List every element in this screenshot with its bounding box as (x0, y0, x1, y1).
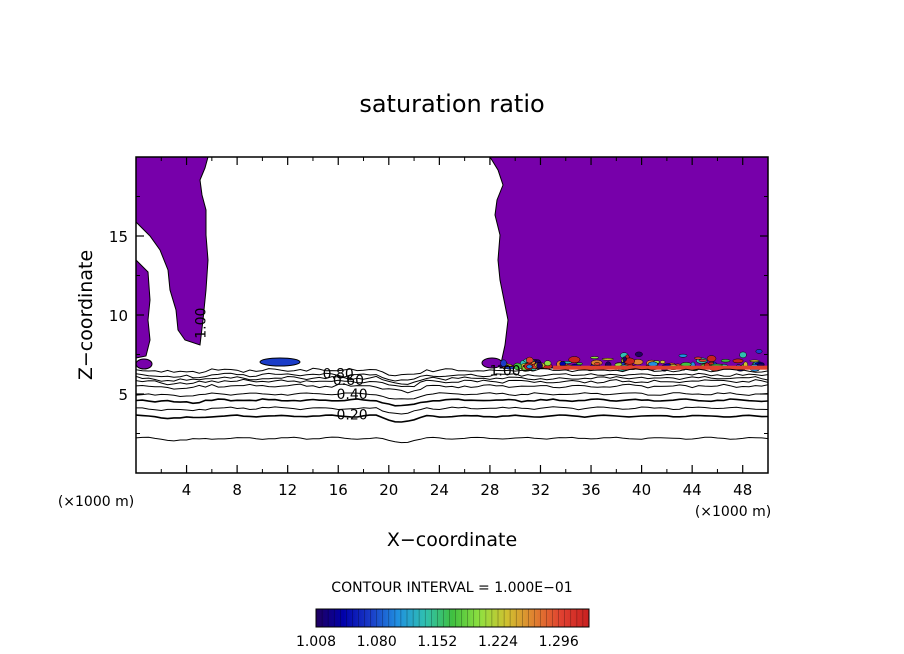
x-tick-label: 28 (480, 481, 499, 499)
contour-line (136, 414, 768, 423)
x-tick-label: 8 (232, 481, 242, 499)
x-tick-label: 4 (182, 481, 192, 499)
x-tick-label: 44 (683, 481, 702, 499)
cloud-cell (601, 357, 614, 361)
cloud-blob-mid (259, 357, 301, 367)
contour-label: 0.40 (337, 387, 368, 403)
cloud-blob-left (136, 358, 153, 370)
cloud-cell (568, 356, 581, 364)
y-tick-label: 5 (118, 386, 128, 404)
cloud-cell (749, 359, 760, 363)
colorbar-tick-label: 1.080 (357, 634, 397, 650)
colorbar-tick-label: 1.008 (296, 634, 336, 650)
x-tick-label: 16 (329, 481, 348, 499)
x-tick-label: 12 (278, 481, 297, 499)
cloud-cell (590, 356, 600, 359)
contour-interval-label: CONTOUR INTERVAL = 1.000E−01 (331, 580, 572, 596)
cloud-cell (720, 359, 731, 363)
cloud-cell (755, 349, 763, 354)
cloud-band (497, 349, 768, 372)
cloud-cell (622, 356, 627, 362)
cloud-cell (694, 356, 702, 360)
y-axis-title: Z−coordinate (75, 250, 97, 380)
x-tick-label: 24 (430, 481, 449, 499)
x-unit-label-left: (×1000 m) (58, 494, 134, 510)
cloud-cell (504, 366, 516, 370)
cloud-cell (594, 362, 601, 366)
supersat-region-right (489, 157, 768, 369)
chart-title: saturation ratio (359, 90, 544, 118)
x-axis: 4 8 12 16 20 24 28 32 36 40 44 48 (160, 157, 752, 499)
contour-labels: 0.800.600.40 0.20 1.00 1.00 (194, 308, 521, 424)
cloud-cell (536, 362, 543, 370)
y-tick-label: 10 (109, 307, 128, 325)
colorbar-tick-label: 1.296 (539, 634, 579, 650)
cloud-cell (739, 351, 747, 359)
x-axis-title: X−coordinate (387, 529, 517, 551)
cloud-cell (525, 356, 534, 364)
supersat-region-left (136, 157, 209, 346)
x-unit-label-right: (×1000 m) (695, 504, 771, 520)
contour-line (136, 372, 768, 382)
cloud-cell (526, 364, 533, 369)
contour-line (136, 436, 768, 444)
cloud-cell (698, 359, 707, 362)
cloud-cell (659, 360, 666, 364)
contour-label: 1.00 (194, 308, 210, 339)
plot-area (136, 157, 768, 444)
cloud-cell (634, 351, 643, 357)
contour-line (136, 383, 768, 394)
supersat-region-left-lower (136, 259, 151, 359)
contour-lines (136, 367, 768, 444)
x-tick-label: 32 (531, 481, 550, 499)
cloud-core (553, 365, 768, 370)
contour-line (136, 392, 768, 400)
contour-label: 0.60 (333, 373, 364, 389)
cloud-cell (500, 359, 507, 367)
contour-label: 1.00 (490, 363, 521, 379)
x-tick-label: 48 (733, 481, 752, 499)
y-tick-label: 15 (109, 228, 128, 246)
contour-line (136, 406, 768, 415)
cloud-cell (678, 353, 688, 358)
cloud-cell (544, 360, 552, 367)
x-tick-label: 20 (379, 481, 398, 499)
cloud-cell (732, 358, 744, 364)
colorbar-tick-label: 1.152 (417, 634, 457, 650)
contour-label: 0.80 (323, 367, 354, 383)
contour-line (136, 367, 768, 377)
y-axis: 5 10 15 (109, 196, 768, 434)
x-tick-label: 36 (581, 481, 600, 499)
cloud-cell (576, 362, 583, 366)
colorbar (315, 608, 590, 628)
colorbar-tick-label: 1.224 (478, 634, 518, 650)
contour-line (136, 398, 768, 407)
x-tick-label: 40 (632, 481, 651, 499)
contour-line (136, 375, 768, 385)
colorbar-ticks: 1.008 1.080 1.152 1.224 1.296 (296, 609, 590, 650)
contour-line (136, 378, 768, 388)
cloud-cell (513, 362, 522, 371)
contour-label: 0.20 (337, 408, 368, 424)
cloud-cell (706, 355, 717, 362)
